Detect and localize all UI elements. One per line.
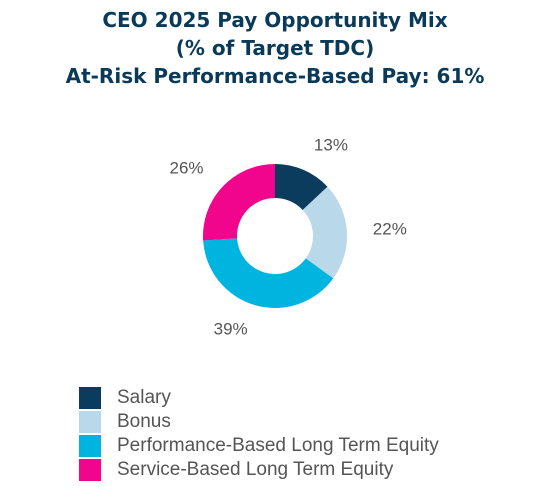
value-label-bonus: 22% xyxy=(373,219,407,238)
legend-item-service-equity: Service-Based Long Term Equity xyxy=(79,458,439,482)
legend-swatch-salary xyxy=(79,387,101,409)
donut-slices xyxy=(203,164,347,308)
title-line-1: CEO 2025 Pay Opportunity Mix xyxy=(102,8,448,32)
legend-label-service-equity: Service-Based Long Term Equity xyxy=(117,459,394,480)
value-label-performance-based-long-term-equity: 39% xyxy=(214,320,248,339)
value-label-salary: 13% xyxy=(314,136,348,155)
value-label-service-based-long-term-equity: 26% xyxy=(170,158,204,177)
legend-item-bonus: Bonus xyxy=(79,410,439,434)
legend-swatch-service-equity xyxy=(79,459,101,481)
slice-performance-based-long-term-equity xyxy=(203,238,334,308)
legend: Salary Bonus Performance-Based Long Term… xyxy=(79,386,439,482)
legend-swatch-bonus xyxy=(79,411,101,433)
slice-service-based-long-term-equity xyxy=(203,164,275,241)
legend-swatch-performance-equity xyxy=(79,435,101,457)
legend-label-salary: Salary xyxy=(117,387,171,408)
title-line-2: (% of Target TDC) xyxy=(175,36,375,60)
legend-label-performance-equity: Performance-Based Long Term Equity xyxy=(117,435,439,456)
chart-title: CEO 2025 Pay Opportunity Mix (% of Targe… xyxy=(0,6,550,90)
legend-item-salary: Salary xyxy=(79,386,439,410)
legend-item-performance-equity: Performance-Based Long Term Equity xyxy=(79,434,439,458)
slice-salary xyxy=(275,164,328,210)
donut-value-labels: 13% 22% 39% 26% xyxy=(170,136,407,339)
legend-label-bonus: Bonus xyxy=(117,411,171,432)
title-line-3: At-Risk Performance-Based Pay: 61% xyxy=(65,64,485,88)
slice-bonus xyxy=(302,186,347,279)
